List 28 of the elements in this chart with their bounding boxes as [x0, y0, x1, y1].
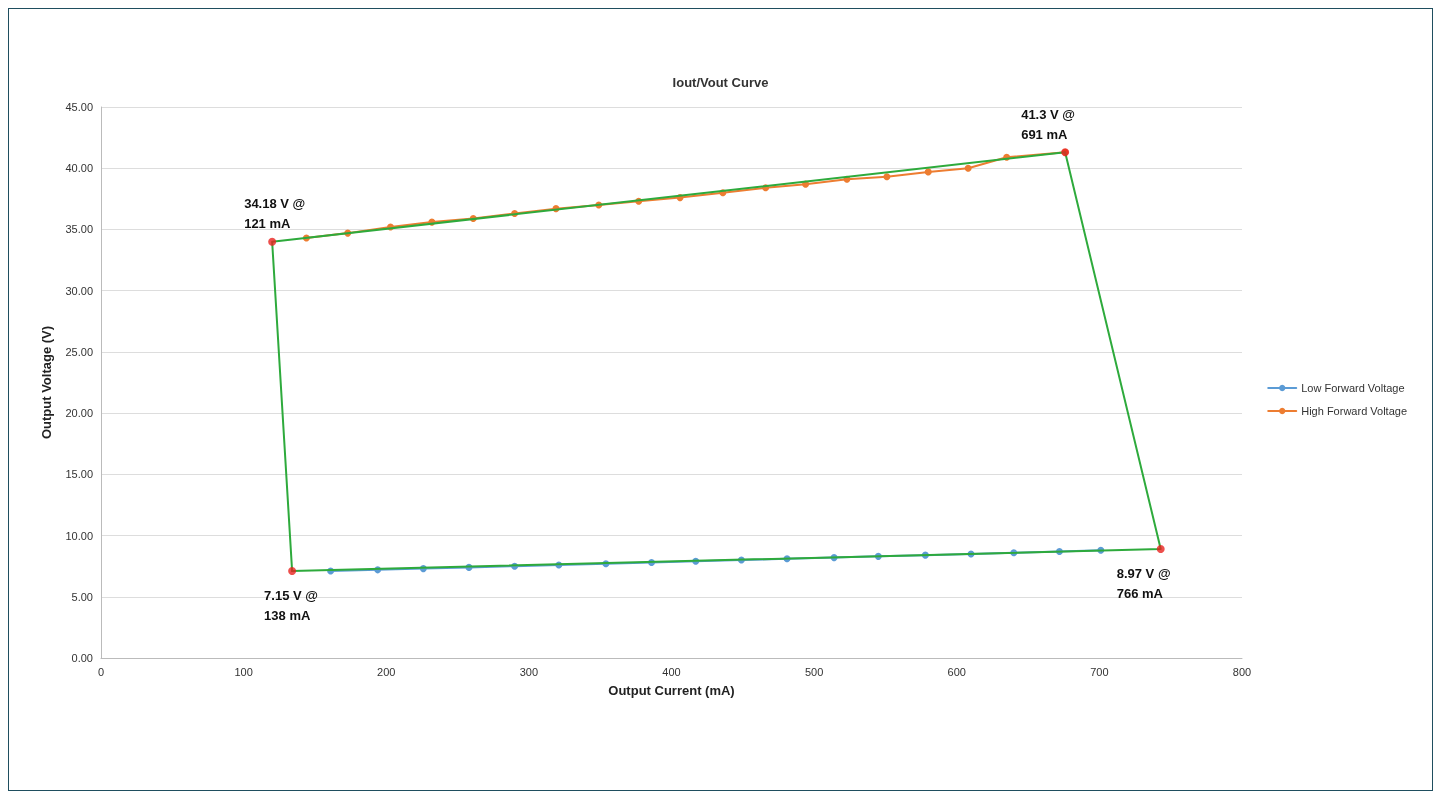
annotation: 7.15 V @ 138 mA	[264, 587, 318, 623]
x-axis-title: Output Current (mA)	[608, 683, 735, 698]
chart-title: Iout/Vout Curve	[672, 75, 769, 90]
annotation: 8.97 V @ 766 mA	[1116, 565, 1171, 601]
y-tick-label: 30.00	[65, 284, 93, 297]
y-tick-label: 25.00	[65, 345, 93, 358]
y-axis-title: Output Voltage (V)	[39, 325, 54, 440]
y-tick-label: 45.00	[65, 101, 93, 113]
y-tick-label: 40.00	[65, 162, 93, 175]
y-tick-label: 0.00	[71, 652, 93, 664]
x-tick-label: 700	[1090, 665, 1109, 678]
annotation: 41.3 V @ 691 mA	[1021, 106, 1076, 142]
legend-label: High Forward Voltage	[1301, 405, 1407, 417]
x-tick-label: 400	[662, 665, 681, 678]
x-tick-label: 800	[1232, 665, 1252, 678]
y-tick-label: 15.00	[65, 468, 93, 481]
x-tick-label: 600	[947, 665, 966, 678]
x-tick-label: 500	[804, 665, 824, 678]
annotation: 34.18 V @ 121 mA	[244, 196, 306, 232]
y-tick-label: 20.00	[65, 407, 93, 420]
x-tick-label: 300	[519, 665, 539, 678]
x-tick-label: 0	[97, 665, 105, 678]
x-tick-label: 200	[377, 665, 396, 678]
legend-label: Low Forward Voltage	[1301, 382, 1405, 394]
y-tick-label: 35.00	[65, 223, 93, 236]
x-tick-label: 100	[234, 665, 253, 678]
y-tick-label: 5.00	[71, 590, 93, 603]
y-tick-label: 10.00	[65, 529, 93, 542]
